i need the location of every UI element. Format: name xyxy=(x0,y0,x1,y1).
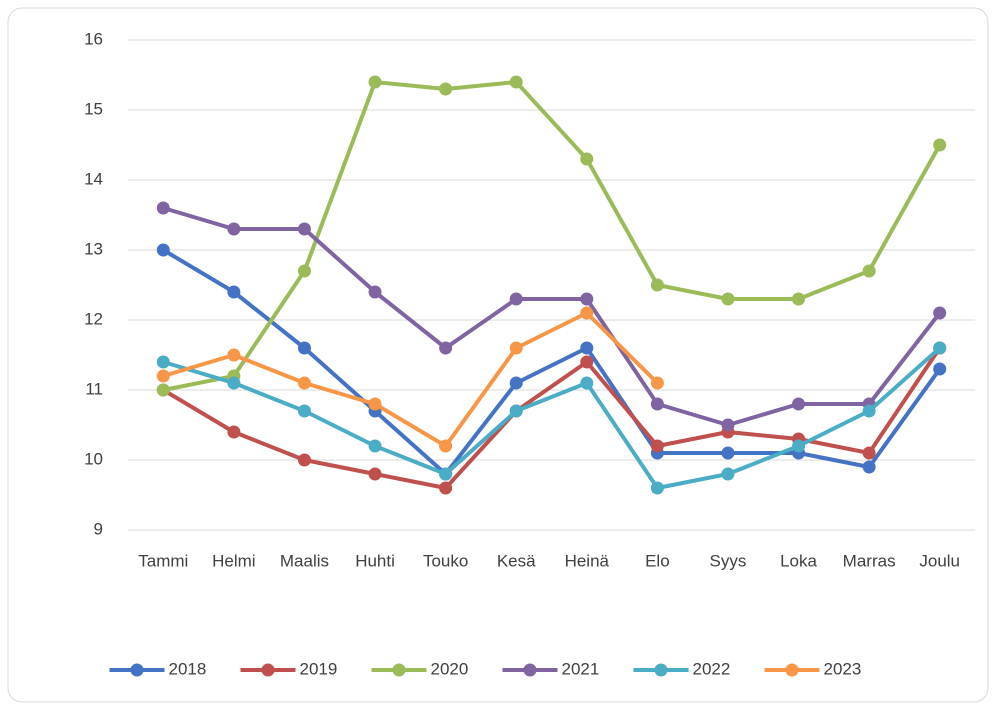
x-tick-label: Syys xyxy=(710,551,747,570)
legend-marker xyxy=(523,663,537,677)
series-marker xyxy=(862,404,876,418)
x-tick-label: Touko xyxy=(423,551,468,570)
series-marker xyxy=(792,439,806,453)
series-marker xyxy=(933,362,947,376)
y-tick-label: 12 xyxy=(84,309,103,328)
series-marker xyxy=(792,397,806,411)
legend-marker xyxy=(785,663,799,677)
legend-label: 2022 xyxy=(693,659,731,678)
x-tick-label: Marras xyxy=(843,551,896,570)
series-marker xyxy=(227,376,241,390)
series-marker xyxy=(156,243,170,257)
x-tick-label: Loka xyxy=(780,551,817,570)
series-marker xyxy=(650,376,664,390)
series-marker xyxy=(227,348,241,362)
series-marker xyxy=(580,376,594,390)
series-marker xyxy=(650,439,664,453)
legend-label: 2018 xyxy=(169,659,207,678)
series-marker xyxy=(721,418,735,432)
y-tick-label: 10 xyxy=(84,449,103,468)
series-marker xyxy=(933,341,947,355)
series-marker xyxy=(650,278,664,292)
legend-label: 2019 xyxy=(300,659,338,678)
x-tick-label: Maalis xyxy=(280,551,329,570)
series-marker xyxy=(297,453,311,467)
series-marker xyxy=(509,404,523,418)
series-marker xyxy=(156,201,170,215)
y-tick-label: 16 xyxy=(84,29,103,48)
series-marker xyxy=(297,376,311,390)
series-marker xyxy=(297,404,311,418)
series-marker xyxy=(368,75,382,89)
x-tick-label: Helmi xyxy=(212,551,255,570)
series-marker xyxy=(156,369,170,383)
series-marker xyxy=(297,341,311,355)
y-tick-label: 14 xyxy=(84,169,103,188)
series-marker xyxy=(509,341,523,355)
series-marker xyxy=(650,397,664,411)
series-marker xyxy=(862,460,876,474)
series-marker xyxy=(580,341,594,355)
series-marker xyxy=(933,306,947,320)
x-tick-label: Huhti xyxy=(355,551,395,570)
series-marker xyxy=(368,285,382,299)
legend-marker xyxy=(261,663,275,677)
y-tick-label: 11 xyxy=(85,379,103,398)
series-line xyxy=(162,80,942,392)
series-marker xyxy=(439,439,453,453)
series-marker xyxy=(368,397,382,411)
legend-label: 2021 xyxy=(562,659,600,678)
series-marker xyxy=(509,75,523,89)
x-tick-label: Joulu xyxy=(919,551,960,570)
legend-marker xyxy=(130,663,144,677)
series-marker xyxy=(862,446,876,460)
series-marker xyxy=(156,383,170,397)
legend-marker xyxy=(654,663,668,677)
series-marker xyxy=(792,292,806,306)
series-marker xyxy=(368,439,382,453)
series-marker xyxy=(580,152,594,166)
series-marker xyxy=(227,425,241,439)
series-marker xyxy=(509,376,523,390)
series-marker xyxy=(368,467,382,481)
series-marker xyxy=(439,467,453,481)
series-marker xyxy=(439,341,453,355)
series-marker xyxy=(509,292,523,306)
y-tick-label: 9 xyxy=(94,519,103,538)
chart-frame xyxy=(7,7,989,703)
series-marker xyxy=(439,481,453,495)
series-line xyxy=(162,346,942,490)
x-tick-label: Heinä xyxy=(565,551,610,570)
series-marker xyxy=(297,222,311,236)
series-marker xyxy=(650,481,664,495)
series-marker xyxy=(439,82,453,96)
y-tick-label: 15 xyxy=(84,99,103,118)
legend-label: 2023 xyxy=(824,659,862,678)
x-tick-label: Kesä xyxy=(497,551,536,570)
x-tick-label: Elo xyxy=(645,551,670,570)
series-marker xyxy=(297,264,311,278)
series-line xyxy=(162,311,659,448)
series-line xyxy=(162,206,942,427)
series-marker xyxy=(721,446,735,460)
series-marker xyxy=(933,138,947,152)
series-marker xyxy=(580,306,594,320)
x-tick-label: Tammi xyxy=(138,551,188,570)
legend-label: 2020 xyxy=(431,659,469,678)
series-marker xyxy=(227,222,241,236)
series-marker xyxy=(580,355,594,369)
legend-marker xyxy=(392,663,406,677)
series-marker xyxy=(580,292,594,306)
series-line xyxy=(162,248,942,476)
series-marker xyxy=(227,285,241,299)
y-tick-label: 13 xyxy=(84,239,103,258)
series-marker xyxy=(721,467,735,481)
series-marker xyxy=(721,292,735,306)
series-marker xyxy=(156,355,170,369)
series-marker xyxy=(862,264,876,278)
